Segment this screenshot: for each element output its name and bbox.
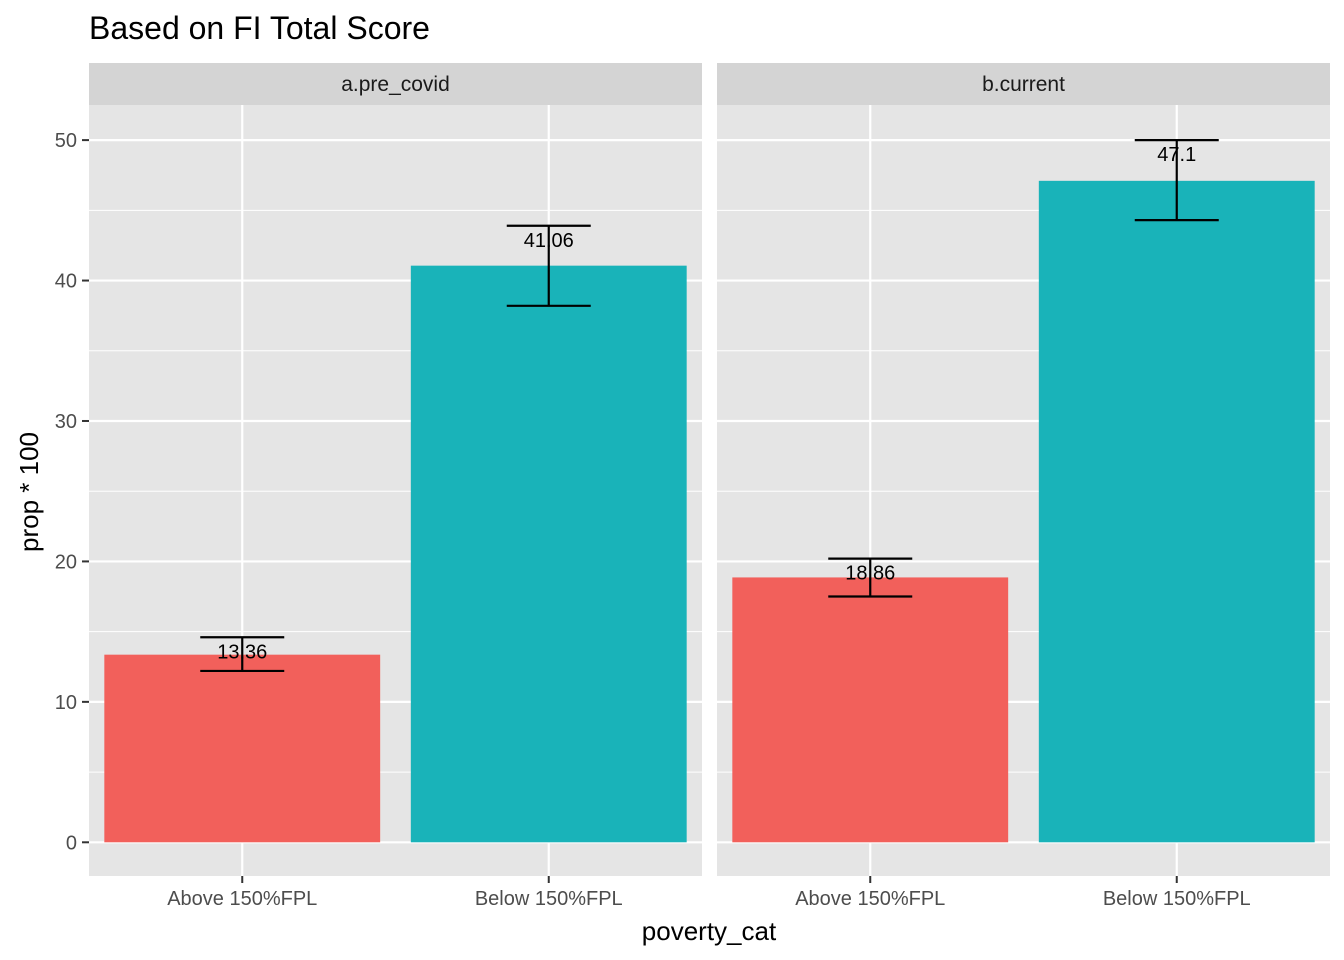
error-bar	[506, 224, 591, 307]
facet-panel: b.current 18.86 Above 150%FPL 47.1 Below 150…	[717, 63, 1330, 910]
bar-value-label: 13.36	[217, 641, 267, 663]
y-tick-label: 30	[55, 411, 77, 433]
x-tick-label: Above 150%FPL	[167, 888, 317, 910]
facet-strip-label: a.pre_covid	[341, 73, 450, 96]
y-tick-label: 0	[66, 832, 77, 854]
bar	[410, 265, 687, 843]
y-tick-label: 20	[55, 551, 77, 573]
y-axis-title: prop * 100	[14, 432, 44, 552]
facet-strip	[89, 63, 702, 105]
facet-strip	[717, 63, 1330, 105]
bar	[104, 654, 381, 843]
bar	[1038, 180, 1315, 843]
x-axis-title: poverty_cat	[642, 916, 777, 946]
error-bar	[1134, 139, 1219, 222]
facet-panels: a.pre_covid 13.36 Above 150%FPL 41.06 Below …	[89, 63, 1330, 910]
bar-value-label: 47.1	[1157, 144, 1196, 166]
y-axis: 0 10 20 30 40 50	[55, 130, 89, 854]
x-tick-label: Above 150%FPL	[795, 888, 945, 910]
y-tick-label: 40	[55, 271, 77, 293]
facet-panel: a.pre_covid 13.36 Above 150%FPL 41.06 Below …	[89, 63, 702, 910]
bar-value-label: 41.06	[524, 230, 574, 252]
y-tick-label: 10	[55, 692, 77, 714]
bar-value-label: 18.86	[845, 563, 895, 585]
x-tick-label: Below 150%FPL	[475, 888, 623, 910]
x-tick-label: Below 150%FPL	[1103, 888, 1251, 910]
bar	[732, 577, 1009, 843]
facet-strip-label: b.current	[982, 73, 1065, 96]
y-tick-label: 50	[55, 130, 77, 152]
chart-title: Based on FI Total Score	[89, 10, 430, 46]
error-bar	[828, 557, 913, 598]
error-bar	[200, 636, 285, 673]
